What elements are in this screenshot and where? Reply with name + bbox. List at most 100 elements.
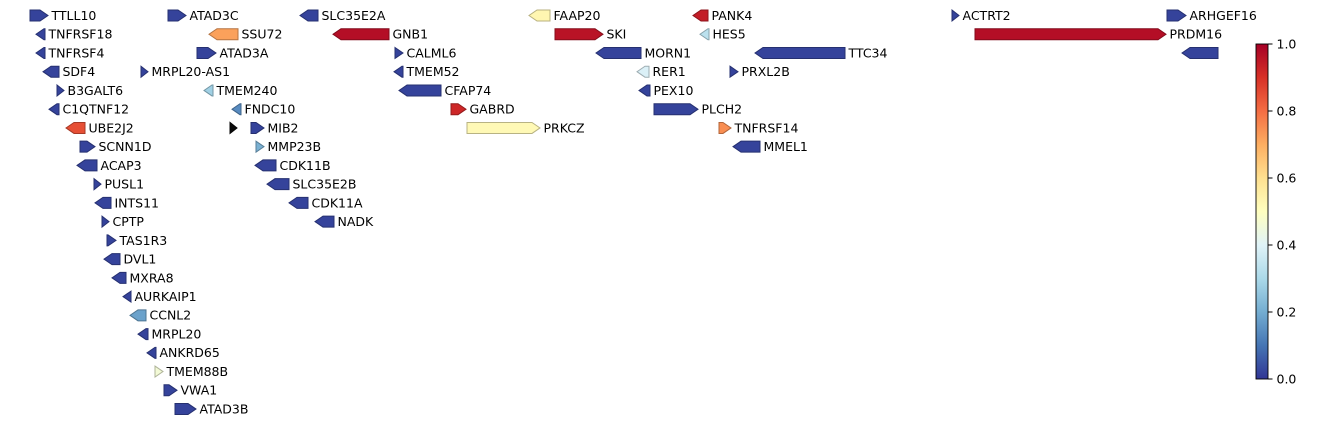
gene-arrow-ccnl2	[129, 309, 147, 322]
gene-label-tmem88b: TMEM88B	[166, 364, 229, 379]
gene-label-tnfrsf18: TNFRSF18	[48, 27, 113, 42]
gene-label-ski: SKI	[607, 27, 627, 42]
gene-label-prxl2b: PRXL2B	[742, 64, 790, 79]
gene-label-atad3a: ATAD3A	[220, 45, 269, 60]
gene-arrow-scnn1d	[79, 140, 96, 153]
gene-arrow-atad3b	[174, 403, 197, 416]
gene-label-gnb1: GNB1	[393, 27, 429, 42]
gene-arrow-mrpl20-as1	[140, 65, 149, 79]
gene-label-cdk11a: CDK11A	[312, 195, 363, 210]
colorbar-tick-label: 0.2	[1277, 304, 1297, 319]
gene-arrow-b3galt6	[56, 83, 65, 97]
gene-arrow-ssu72	[208, 28, 239, 41]
gene-arrow-unlabeled	[1181, 46, 1219, 59]
colorbar	[1255, 43, 1269, 380]
gene-arrow-ankrd65	[146, 346, 157, 359]
gene-label-pusl1: PUSL1	[105, 177, 145, 192]
gene-arrow-acap3	[76, 159, 98, 172]
gene-label-atad3b: ATAD3B	[200, 401, 249, 416]
gene-arrow-fndc10	[231, 103, 242, 116]
gene-label-scnn1d: SCNN1D	[99, 139, 152, 154]
gene-label-actrt2: ACTRT2	[963, 8, 1011, 23]
gene-label-faap20: FAAP20	[554, 8, 601, 23]
gene-label-plch2: PLCH2	[702, 102, 743, 117]
gene-arrow-slc35e2a	[299, 9, 319, 22]
gene-label-tmem240: TMEM240	[216, 83, 278, 98]
gene-arrow-ttll10	[29, 9, 49, 22]
gene-label-b3galt6: B3GALT6	[68, 83, 124, 98]
gene-arrow-ttc34	[754, 46, 846, 59]
gene-arrow-vwa1	[163, 384, 178, 397]
gene-arrow-unlabeled	[229, 121, 238, 135]
gene-label-prkcz: PRKCZ	[544, 120, 585, 135]
gene-arrow-calml6	[394, 46, 404, 60]
gene-label-dvl1: DVL1	[124, 252, 157, 267]
gene-arrow-ube2j2	[65, 121, 86, 134]
gene-arrow-rer1	[636, 65, 650, 78]
gene-label-sdf4: SDF4	[63, 64, 96, 79]
gene-label-ccnl2: CCNL2	[150, 308, 192, 323]
gene-label-acap3: ACAP3	[101, 158, 142, 173]
gene-label-hes5: HES5	[713, 27, 746, 42]
gene-label-mib2: MIB2	[268, 120, 299, 135]
gene-label-rer1: RER1	[653, 64, 686, 79]
gene-arrow-cdk11b	[254, 159, 277, 172]
gene-arrow-mrpl20	[137, 328, 149, 341]
gene-arrow-gabrd	[450, 103, 467, 116]
gene-arrow-prxl2b	[729, 65, 739, 79]
gene-arrow-pex10	[638, 84, 651, 97]
gene-arrow-prkcz	[466, 121, 541, 134]
gene-arrow-prdm16	[974, 28, 1167, 41]
gene-arrow-gnb1	[332, 28, 390, 41]
gene-label-tnfrsf4: TNFRSF4	[48, 45, 105, 60]
gene-arrow-ints11	[94, 196, 112, 209]
gene-arrow-tnfrsf18	[35, 28, 46, 41]
gene-label-ssu72: SSU72	[242, 27, 283, 42]
gene-arrow-mmel1	[732, 140, 761, 153]
gene-arrow-cdk11a	[288, 196, 309, 209]
gene-label-mrpl20: MRPL20	[152, 326, 202, 341]
gene-arrow-dvl1	[103, 253, 121, 266]
gene-label-mrpl20-as1: MRPL20-AS1	[152, 64, 231, 79]
gene-label-tas1r3: TAS1R3	[119, 233, 168, 248]
gene-arrow-tas1r3	[106, 234, 117, 247]
gene-label-ube2j2: UBE2J2	[89, 120, 134, 135]
gene-label-ankrd65: ANKRD65	[160, 345, 220, 360]
gene-label-arhgef16: ARHGEF16	[1190, 8, 1257, 23]
colorbar-tick-label: 1.0	[1277, 36, 1297, 51]
gene-label-mmel1: MMEL1	[764, 139, 808, 154]
gene-arrow-faap20	[528, 9, 551, 22]
gene-arrow-c1qtnf12	[48, 103, 60, 116]
gene-arrow-pusl1	[93, 177, 102, 191]
gene-arrow-mmp23b	[255, 140, 265, 154]
gene-arrow-cptp	[101, 215, 110, 229]
gene-arrow-mxra8	[111, 271, 127, 284]
gene-arrow-ski	[554, 28, 604, 41]
colorbar-tick-label: 0.0	[1277, 371, 1297, 386]
gene-label-vwa1: VWA1	[181, 383, 218, 398]
gene-arrow-actrt2	[951, 8, 960, 23]
gene-arrow-plch2	[653, 103, 699, 116]
gene-label-gabrd: GABRD	[470, 102, 515, 117]
gene-label-c1qtnf12: C1QTNF12	[63, 102, 130, 117]
gene-label-ints11: INTS11	[115, 195, 160, 210]
gene-label-calml6: CALML6	[407, 45, 457, 60]
gene-label-cfap74: CFAP74	[445, 83, 492, 98]
gene-label-slc35e2b: SLC35E2B	[293, 177, 357, 192]
gene-arrow-tmem240	[203, 84, 214, 97]
gene-arrow-mib2	[250, 121, 265, 134]
gene-label-mmp23b: MMP23B	[268, 139, 322, 154]
gene-arrow-tnfrsf4	[35, 46, 46, 59]
gene-arrow-tmem88b	[154, 365, 164, 379]
gene-label-atad3c: ATAD3C	[190, 8, 239, 23]
gene-label-aurkaip1: AURKAIP1	[135, 289, 197, 304]
gene-arrow-sdf4	[42, 65, 60, 78]
colorbar-tick-label: 0.6	[1277, 170, 1297, 185]
colorbar-tick-label: 0.8	[1277, 103, 1297, 118]
gene-label-ttc34: TTC34	[848, 45, 888, 60]
gene-arrow-arhgef16	[1166, 9, 1187, 22]
gene-arrow-nadk	[314, 215, 335, 228]
gene-label-morn1: MORN1	[645, 45, 692, 60]
